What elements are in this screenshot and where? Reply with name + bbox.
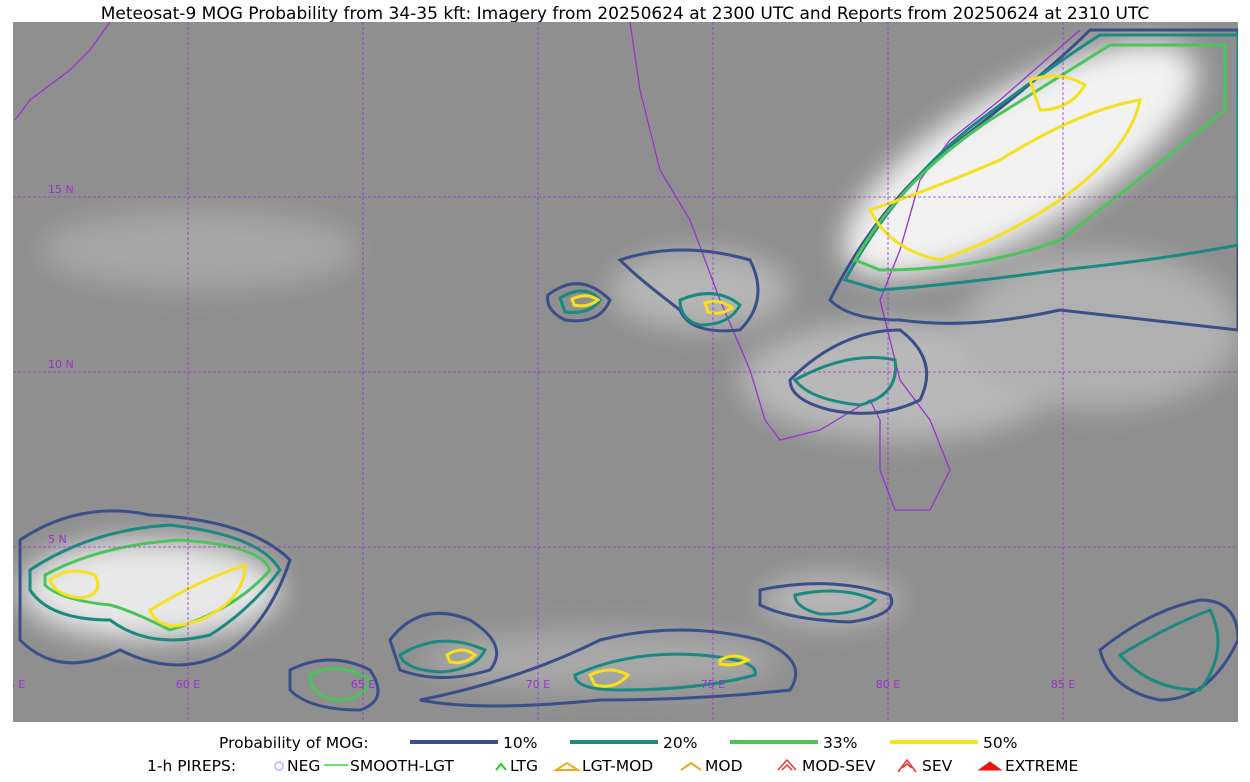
pirep-icon xyxy=(274,761,284,771)
lat-label: 5 N xyxy=(48,533,67,546)
title: Meteosat-9 MOG Probability from 34-35 kf… xyxy=(101,4,1150,24)
legend-text: 20% xyxy=(663,734,697,752)
legend: Probability of MOG: 10% 20% 33% 50% 1-h PIREP… xyxy=(147,734,1078,775)
legend-label: Probability of MOG: xyxy=(219,734,369,752)
lon-label: 80 E xyxy=(876,678,900,691)
pirep-icon xyxy=(495,762,507,771)
map: 15 N 10 N 5 N 55 E 60 E 65 E 70 E 75 E 80 E 85 E xyxy=(1,22,1238,722)
pirep-icon xyxy=(552,761,582,771)
contours xyxy=(18,28,1238,712)
pirep-icon xyxy=(680,761,702,771)
lon-label: 55 E xyxy=(1,678,25,691)
pirep-text: LGT-MOD xyxy=(582,757,653,775)
graticule: 15 N 10 N 5 N 55 E 60 E 65 E 70 E 75 E 80 E 85 E xyxy=(1,22,1238,722)
legend-label: 1-h PIREPS: xyxy=(147,757,236,775)
pirep-icon xyxy=(977,761,1003,771)
lat-label: 10 N xyxy=(48,358,74,371)
pirep-text: MOD-SEV xyxy=(802,757,876,775)
pirep-text: NEG xyxy=(287,757,320,775)
pirep-text: SEV xyxy=(922,757,953,775)
lon-label: 85 E xyxy=(1051,678,1075,691)
coastline xyxy=(14,22,111,121)
lon-label: 70 E xyxy=(526,678,550,691)
pirep-text: EXTREME xyxy=(1005,757,1078,775)
lon-label: 60 E xyxy=(176,678,200,691)
lat-label: 15 N xyxy=(48,183,74,196)
coastline xyxy=(629,22,1081,511)
pirep-text: LTG xyxy=(510,757,538,775)
legend-text: 50% xyxy=(983,734,1017,752)
lon-label: 75 E xyxy=(701,678,725,691)
lon-label: 65 E xyxy=(351,678,375,691)
legend-text: 10% xyxy=(503,734,537,752)
clouds xyxy=(20,43,1238,690)
pirep-icon xyxy=(897,758,917,773)
legend-text: 33% xyxy=(823,734,857,752)
pirep-text: SMOOTH-LGT xyxy=(350,757,454,775)
pirep-text: MOD xyxy=(705,757,743,775)
pirep-icon xyxy=(777,758,797,771)
